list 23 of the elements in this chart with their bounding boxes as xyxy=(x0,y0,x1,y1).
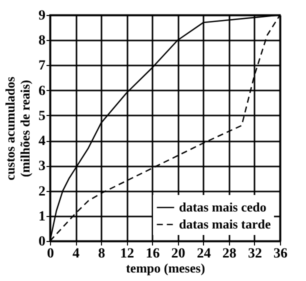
y-axis-title: custos acumulados (milhões de reais) xyxy=(2,76,32,180)
x-tick-label: 20 xyxy=(171,246,186,262)
y-tick-label: 1 xyxy=(38,209,46,224)
y-tick-label: 8 xyxy=(38,34,46,49)
x-tick-label: 8 xyxy=(98,246,106,262)
x-tick-label: 4 xyxy=(72,246,80,262)
x-tick-label: 16 xyxy=(146,246,160,262)
y-tick-label: 2 xyxy=(38,184,46,200)
x-tick-label: 12 xyxy=(120,246,134,262)
y-tick-label: 6 xyxy=(38,84,46,99)
legend-label: datas mais cedo xyxy=(179,200,266,214)
y-tick-label: 7 xyxy=(38,58,46,74)
y-tick-label: 3 xyxy=(38,159,46,174)
x-tick-label: 36 xyxy=(274,246,288,262)
y-tick-label: 0 xyxy=(38,234,46,250)
legend-label: datas mais tarde xyxy=(179,216,271,232)
x-tick-label: 24 xyxy=(196,246,211,262)
y-tick-label: 5 xyxy=(38,108,46,124)
y-tick-label: 4 xyxy=(38,134,46,150)
x-tick-label: 28 xyxy=(222,246,236,262)
x-tick-label: 32 xyxy=(248,246,262,262)
x-axis-title: tempo (meses) xyxy=(126,260,206,276)
y-tick-label: 9 xyxy=(38,8,46,24)
